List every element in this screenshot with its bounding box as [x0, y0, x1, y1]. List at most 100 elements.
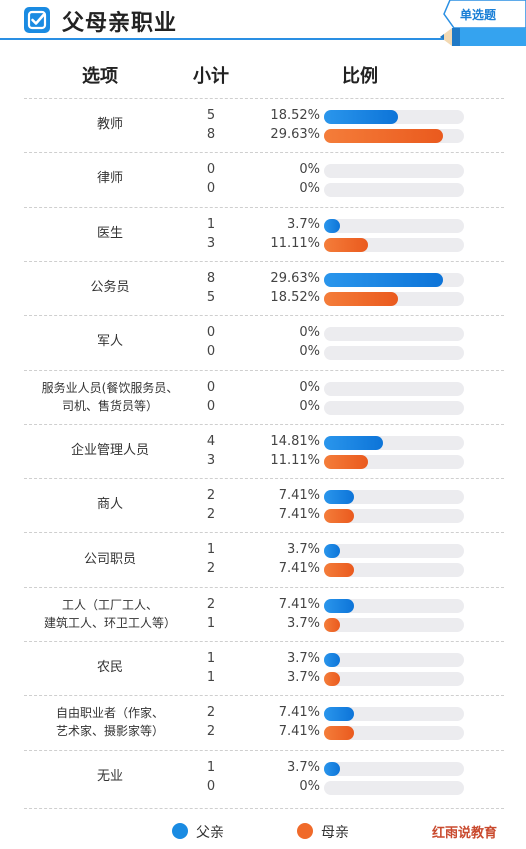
row-divider: [24, 206, 504, 208]
category-label: 公务员: [20, 279, 200, 297]
count-label: 0: [206, 379, 216, 395]
row-divider: [24, 315, 504, 317]
count-label: 1: [206, 670, 216, 685]
bar-track: [324, 346, 464, 361]
percent-label: 29.63%: [270, 270, 320, 286]
bar-track: [324, 509, 464, 524]
count-label: 1: [206, 759, 216, 775]
count-label: 2: [206, 561, 216, 577]
category-label: 自由职业者（作家、 艺术家、摄影家等）: [20, 704, 200, 740]
percent-label: 0%: [299, 325, 320, 341]
row-divider: [24, 586, 504, 588]
category-label-line: 公务员: [90, 280, 130, 296]
percent-label: 0%: [299, 344, 320, 360]
count-label: 3: [206, 452, 216, 468]
count-label: 1: [206, 615, 216, 631]
question-type-badge: 单选题: [460, 8, 497, 22]
count-label: 5: [206, 289, 216, 305]
legend-dot-father: [172, 823, 188, 839]
count-label: 2: [206, 596, 216, 612]
header: 父母亲职业 单选题: [0, 0, 526, 46]
percent-label: 0%: [299, 398, 320, 414]
bar-father: [324, 544, 340, 559]
bar-track: [324, 400, 464, 415]
category-label-line: 医生: [96, 225, 123, 241]
percent-label: 18.52%: [270, 108, 320, 123]
row-divider: [24, 369, 504, 371]
bar-track: [324, 218, 464, 233]
percent-label: 14.81%: [270, 433, 320, 449]
category-label-line: 律师: [96, 171, 123, 187]
percent-label: 0%: [299, 162, 320, 178]
percent-label: 11.11%: [270, 235, 320, 251]
count-label: 0: [206, 398, 216, 414]
percent-label: 3.7%: [286, 542, 320, 558]
percent-label: 3.7%: [286, 615, 320, 631]
bar-mother: [324, 129, 443, 143]
percent-label: 7.41%: [278, 705, 320, 721]
bar-mother: [324, 509, 354, 524]
row-divider: [24, 423, 504, 425]
count-label: 1: [206, 542, 216, 558]
row-divider: [24, 478, 504, 480]
row-divider: [24, 98, 504, 99]
bar-mother: [324, 726, 354, 741]
count-label: 0: [206, 162, 216, 178]
bar-father: [324, 435, 384, 450]
count-label: 2: [206, 705, 216, 721]
bar-track: [324, 707, 464, 722]
bar-track: [324, 761, 464, 776]
category-label-line: 服务业人员(餐饮服务员、: [41, 380, 179, 395]
header-divider: [0, 38, 450, 40]
bar-father: [324, 653, 340, 667]
page-title: 父母亲职业: [62, 11, 178, 36]
category-label-line: 商人: [96, 497, 123, 513]
bar-track: [324, 780, 464, 795]
percent-label: 7.41%: [278, 488, 320, 504]
category-label: 商人: [20, 496, 200, 514]
bar-track: [324, 291, 464, 306]
percent-label: 7.41%: [278, 596, 320, 612]
row-divider: [24, 532, 504, 534]
percent-label: 3.7%: [286, 670, 320, 685]
count-label: 0: [206, 181, 216, 197]
category-label-line: 艺术家、摄影家等）: [55, 724, 164, 739]
bar-track: [324, 183, 464, 198]
row-divider: [24, 260, 504, 262]
percent-label: 29.63%: [270, 127, 320, 142]
bar-track: [324, 544, 464, 559]
category-label: 企业管理人员: [20, 442, 200, 460]
category-label: 无业: [20, 768, 200, 786]
pencil-badge-icon: [440, 0, 526, 46]
bar-track: [324, 129, 464, 143]
column-header-ratio: 比例: [342, 66, 378, 87]
count-label: 8: [206, 270, 216, 286]
bar-track: [324, 563, 464, 578]
legend-label-father: 父亲: [196, 825, 224, 841]
row-divider: [24, 808, 504, 809]
category-label-line: 军人: [96, 334, 123, 350]
count-label: 8: [206, 127, 216, 142]
row-divider: [24, 749, 504, 751]
row-divider: [24, 152, 504, 154]
count-label: 1: [206, 216, 216, 232]
category-label-line: 工人（工厂工人、: [61, 597, 158, 612]
bar-father: [324, 761, 340, 776]
percent-label: 7.41%: [278, 561, 320, 577]
bar-track: [324, 435, 464, 450]
legend-label-mother: 母亲: [321, 825, 349, 841]
percent-label: 7.41%: [278, 724, 320, 740]
category-label: 教师: [20, 116, 200, 134]
category-label: 军人: [20, 333, 200, 351]
percent-label: 0%: [299, 778, 320, 794]
bar-track: [324, 164, 464, 179]
column-header-option: 选项: [82, 66, 118, 87]
category-label-line: 农民: [96, 660, 123, 676]
bar-father: [324, 110, 399, 124]
count-label: 2: [206, 724, 216, 740]
category-label-line: 教师: [96, 117, 123, 133]
bar-track: [324, 598, 464, 613]
bar-track: [324, 617, 464, 632]
category-label: 服务业人员(餐饮服务员、 司机、售货员等）: [20, 379, 200, 415]
count-label: 2: [206, 488, 216, 504]
